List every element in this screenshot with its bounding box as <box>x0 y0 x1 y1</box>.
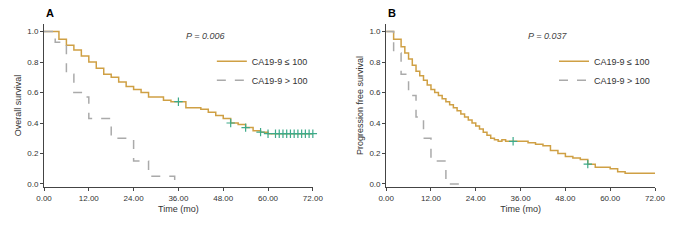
svg-text:12.00: 12.00 <box>421 194 442 203</box>
svg-text:24.00: 24.00 <box>124 194 145 203</box>
svg-text:72.00: 72.00 <box>645 194 666 203</box>
svg-text:P = 0.006: P = 0.006 <box>186 31 224 41</box>
svg-text:0.2: 0.2 <box>369 149 381 158</box>
svg-text:0.8: 0.8 <box>27 58 39 67</box>
svg-text:CA19-9 ≤ 100: CA19-9 ≤ 100 <box>252 57 307 67</box>
svg-text:60.00: 60.00 <box>258 194 279 203</box>
svg-text:0.2: 0.2 <box>27 149 39 158</box>
svg-text:0.4: 0.4 <box>27 119 39 128</box>
svg-text:0.8: 0.8 <box>369 58 381 67</box>
svg-text:B: B <box>388 7 396 19</box>
svg-text:72.00: 72.00 <box>303 194 324 203</box>
svg-text:1.0: 1.0 <box>27 27 39 36</box>
svg-text:A: A <box>46 7 54 19</box>
svg-text:60.00: 60.00 <box>600 194 621 203</box>
svg-text:P = 0.037: P = 0.037 <box>528 31 567 41</box>
svg-text:Overall survival: Overall survival <box>13 75 23 137</box>
svg-text:0.6: 0.6 <box>369 88 381 97</box>
svg-text:CA19-9 > 100: CA19-9 > 100 <box>252 76 308 86</box>
svg-text:0.0: 0.0 <box>369 180 381 189</box>
svg-text:36.00: 36.00 <box>168 194 189 203</box>
svg-text:12.00: 12.00 <box>79 194 100 203</box>
svg-text:24.00: 24.00 <box>466 194 487 203</box>
svg-text:0.0: 0.0 <box>27 180 39 189</box>
svg-text:Time (mo): Time (mo) <box>158 204 199 214</box>
svg-text:36.00: 36.00 <box>511 194 532 203</box>
svg-text:0.6: 0.6 <box>27 88 39 97</box>
svg-text:0.4: 0.4 <box>369 119 381 128</box>
svg-text:Progression free survival: Progression free survival <box>355 56 365 155</box>
svg-text:Time (mo): Time (mo) <box>500 204 541 214</box>
svg-text:48.00: 48.00 <box>213 194 234 203</box>
svg-text:0.00: 0.00 <box>36 194 52 203</box>
svg-text:CA19-9 ≤ 100: CA19-9 ≤ 100 <box>594 57 649 67</box>
svg-text:48.00: 48.00 <box>555 194 576 203</box>
svg-text:CA19-9 > 100: CA19-9 > 100 <box>594 76 650 86</box>
svg-text:1.0: 1.0 <box>369 27 381 36</box>
svg-text:0.00: 0.00 <box>378 194 394 203</box>
